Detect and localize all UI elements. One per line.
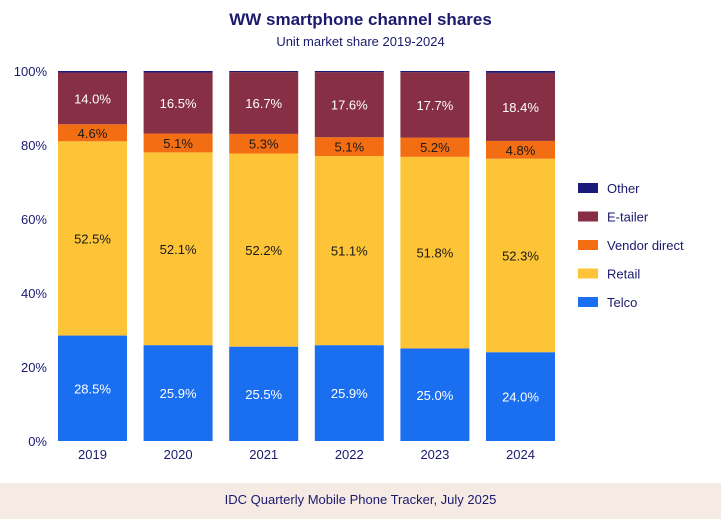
bar-segment-retail bbox=[314, 156, 384, 346]
bar-segment-e-tailer bbox=[229, 72, 299, 134]
x-tick-label: 2021 bbox=[249, 447, 278, 462]
legend-label: Retail bbox=[607, 267, 640, 282]
bar-segment-telco bbox=[143, 345, 213, 441]
source-note: IDC Quarterly Mobile Phone Tracker, July… bbox=[224, 492, 497, 507]
bar-segment-vendor-direct bbox=[486, 140, 555, 159]
data-label: 4.6% bbox=[78, 126, 108, 141]
data-label: 25.5% bbox=[245, 387, 282, 402]
bar-segment-vendor-direct bbox=[314, 137, 384, 157]
source-footer: IDC Quarterly Mobile Phone Tracker, July… bbox=[0, 483, 721, 519]
data-label: 17.6% bbox=[331, 98, 368, 113]
bar-segment-telco bbox=[58, 335, 127, 441]
legend-label: Telco bbox=[607, 295, 637, 310]
bar-segment-e-tailer bbox=[314, 72, 384, 138]
bar-segment-other bbox=[229, 71, 299, 73]
x-tick-label: 2020 bbox=[164, 447, 193, 462]
data-label: 16.7% bbox=[245, 96, 282, 111]
bar-segment-retail bbox=[400, 156, 470, 349]
bar-segment-vendor-direct bbox=[400, 137, 470, 157]
data-label: 18.4% bbox=[502, 100, 539, 115]
x-tick-label: 2023 bbox=[420, 447, 449, 462]
data-label: 25.9% bbox=[160, 386, 197, 401]
bar-segment-retail bbox=[143, 152, 213, 346]
legend-label: E-tailer bbox=[607, 210, 649, 225]
legend-swatch bbox=[578, 240, 598, 250]
x-tick-label: 2019 bbox=[78, 447, 107, 462]
data-label: 24.0% bbox=[502, 390, 539, 405]
data-label: 25.9% bbox=[331, 386, 368, 401]
bar-segment-e-tailer bbox=[486, 72, 555, 141]
bar-segment-other bbox=[58, 71, 127, 73]
chart-title: WW smartphone channel shares bbox=[229, 10, 492, 29]
legend-swatch bbox=[578, 183, 598, 193]
legend-swatch bbox=[578, 268, 598, 279]
data-label: 5.3% bbox=[249, 137, 279, 152]
bar-segment-vendor-direct bbox=[229, 133, 299, 154]
bar-segment-e-tailer bbox=[58, 72, 127, 125]
data-label: 5.1% bbox=[334, 140, 364, 155]
legend-swatch bbox=[578, 297, 598, 307]
data-label: 52.3% bbox=[502, 248, 539, 263]
data-label: 25.0% bbox=[416, 388, 453, 403]
bar-segment-retail bbox=[229, 153, 299, 347]
y-tick-label: 0% bbox=[28, 434, 47, 449]
bar-segment-telco bbox=[314, 345, 384, 441]
data-label: 5.1% bbox=[163, 136, 193, 151]
y-tick-label: 20% bbox=[21, 360, 47, 375]
data-label: 51.8% bbox=[416, 246, 453, 261]
bar-segment-other bbox=[314, 71, 384, 73]
y-tick-label: 80% bbox=[21, 138, 47, 153]
data-label: 52.5% bbox=[74, 231, 111, 246]
bar-segment-other bbox=[486, 71, 555, 73]
bar-segment-vendor-direct bbox=[143, 133, 213, 153]
y-tick-label: 100% bbox=[14, 64, 48, 79]
data-label: 16.5% bbox=[160, 96, 197, 111]
legend-label: Vendor direct bbox=[607, 238, 684, 253]
bar-segment-e-tailer bbox=[400, 72, 470, 138]
y-tick-label: 60% bbox=[21, 212, 47, 227]
x-tick-label: 2022 bbox=[335, 447, 364, 462]
bar-segment-vendor-direct bbox=[58, 124, 127, 142]
bar-segment-telco bbox=[400, 348, 470, 441]
bar-segment-retail bbox=[486, 158, 555, 353]
chart-subtitle: Unit market share 2019-2024 bbox=[276, 34, 445, 49]
bar-segment-other bbox=[143, 71, 213, 73]
bar-segment-retail bbox=[58, 141, 127, 336]
data-label: 28.5% bbox=[74, 381, 111, 396]
y-tick-label: 40% bbox=[21, 286, 47, 301]
legend-label: Other bbox=[607, 181, 640, 196]
bar-segment-telco bbox=[486, 352, 555, 441]
data-label: 5.2% bbox=[420, 140, 450, 155]
data-label: 14.0% bbox=[74, 91, 111, 106]
data-label: 52.2% bbox=[245, 243, 282, 258]
data-label: 52.1% bbox=[160, 242, 197, 257]
data-label: 17.7% bbox=[416, 98, 453, 113]
legend-swatch bbox=[578, 211, 598, 222]
data-label: 4.8% bbox=[506, 143, 536, 158]
data-label: 51.1% bbox=[331, 244, 368, 259]
bar-segment-telco bbox=[229, 346, 299, 441]
bar-segment-other bbox=[400, 71, 470, 73]
x-tick-label: 2024 bbox=[506, 447, 535, 462]
bar-segment-e-tailer bbox=[143, 72, 213, 134]
